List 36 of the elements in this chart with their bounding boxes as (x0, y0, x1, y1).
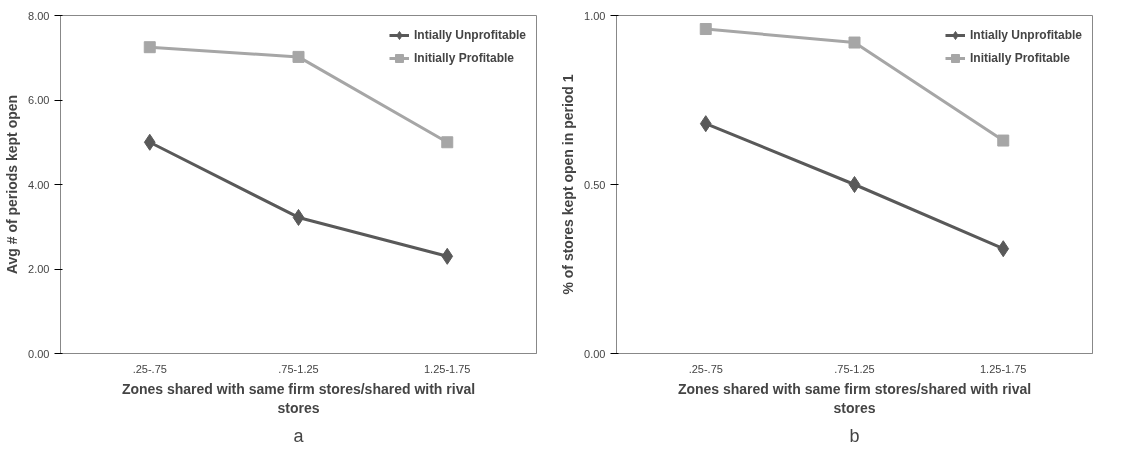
point (699, 115, 712, 133)
y-tick-label: 4.00 (28, 178, 50, 191)
x-tick-label: .25-.75 (132, 362, 167, 375)
point (143, 41, 156, 54)
point (292, 50, 305, 63)
point (848, 36, 861, 49)
point (997, 134, 1010, 147)
point (848, 176, 861, 193)
x-tick-label: .75-1.25 (834, 362, 875, 375)
text: a (293, 425, 305, 446)
y-axis-title: Avg # of periods kept open (4, 94, 21, 275)
point (441, 247, 454, 265)
legend-label: Initially Profitable (413, 51, 515, 65)
y-tick-label: 0.00 (28, 347, 50, 360)
x-tick-label: 1.25-1.75 (980, 362, 1027, 375)
y-axis-title: % of stores kept open in period 1 (560, 74, 577, 295)
point (441, 136, 454, 149)
y-tick-label: 0.00 (584, 347, 606, 360)
legend-label: Intially Unprofitable (413, 28, 526, 42)
y-tick-label: 1.00 (584, 9, 606, 22)
x-tick-label: .25-.75 (688, 362, 723, 375)
y-tick-label: 6.00 (28, 94, 50, 106)
x-tick-label: 1.25-1.75 (424, 362, 471, 375)
text: b (849, 425, 860, 446)
point (292, 208, 305, 226)
y-tick-label: 2.00 (28, 263, 50, 275)
point (997, 240, 1010, 258)
x-axis-title: Zones shared with same firm stores/shared with rival stores (677, 380, 1032, 416)
legend-label: Intially Unprofitable (969, 28, 1082, 42)
point (699, 23, 712, 36)
x-tick-label: .75-1.25 (278, 362, 319, 375)
legend-label: Initially Profitable (969, 51, 1071, 65)
y-tick-label: 8.00 (28, 9, 50, 22)
y-tick-label: 0.50 (584, 178, 606, 191)
point (143, 133, 156, 151)
x-axis-title: Zones shared with same firm stores/shared with rival stores (121, 380, 476, 416)
